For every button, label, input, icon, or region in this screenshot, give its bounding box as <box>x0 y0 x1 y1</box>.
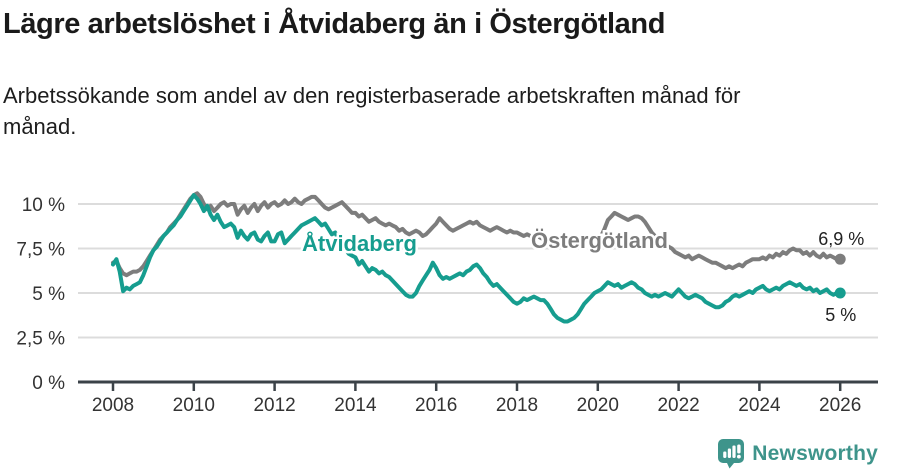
newsworthy-logo-text: Newsworthy <box>752 441 878 465</box>
line-chart: 0 % 2,5 % 5 % 7,5 % 10 % 2008 2010 2012 2014 2016… <box>16 191 878 416</box>
series-line-östergötland <box>111 191 843 278</box>
x-axis-label-2014: 2014 <box>334 395 377 416</box>
x-axis-label-2010: 2010 <box>173 395 215 416</box>
series-end-dot-östergötland <box>834 253 846 265</box>
newsworthy-bubble-chart-icon <box>718 439 745 469</box>
y-axis-label-7.5: 7,5 % <box>16 240 65 261</box>
end-value-label-östergötland: 6,9 % <box>818 229 864 249</box>
page-title: Lägre arbetslöshet i Åtvidaberg än i Öst… <box>3 8 666 40</box>
y-axis-label-2.5: 2,5 % <box>16 329 65 350</box>
y-axis-label-10: 10 % <box>22 195 65 216</box>
x-axis-label-2026: 2026 <box>819 395 861 416</box>
x-axis-label-2020: 2020 <box>577 395 619 416</box>
x-axis-label-2016: 2016 <box>415 395 457 416</box>
series-end-dot-åtvidaberg <box>834 287 846 299</box>
newsworthy-logo[interactable]: Newsworthy <box>717 438 878 469</box>
x-axis-label-2018: 2018 <box>496 395 538 416</box>
page-subtitle: Arbetssökande som andel av den registerb… <box>3 83 741 140</box>
y-axis-label-5: 5 % <box>32 284 65 305</box>
x-axis-label-2012: 2012 <box>253 395 295 416</box>
series-line-åtvidaberg <box>111 193 843 324</box>
series-label-åtvidaberg: Åtvidaberg <box>302 230 417 256</box>
y-axis-label-0: 0 % <box>32 373 65 394</box>
x-axis-label-2024: 2024 <box>738 395 781 416</box>
x-axis-label-2008: 2008 <box>92 395 134 416</box>
series-label-östergötland: Östergötland <box>531 228 668 253</box>
x-axis-label-2022: 2022 <box>657 395 699 416</box>
end-value-label-åtvidaberg: 5 % <box>825 305 856 325</box>
